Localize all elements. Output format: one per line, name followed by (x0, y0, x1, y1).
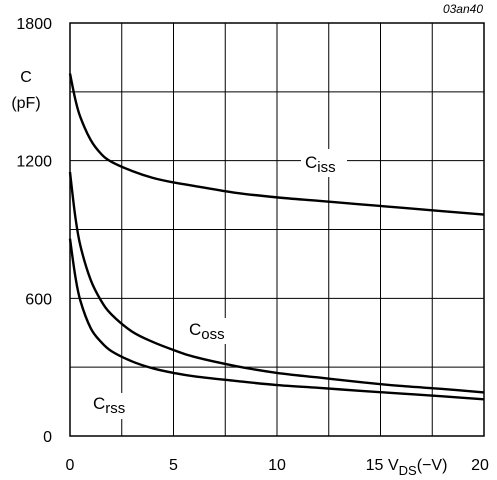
x-axis-label-suffix: (−V) (417, 457, 448, 474)
y-tick-label: 600 (25, 291, 52, 308)
crss-label-main: C (93, 394, 105, 413)
crss-label: Crss (93, 394, 125, 417)
y-axis-label-symbol: C (20, 69, 32, 86)
y-axis-label-unit: (pF) (11, 95, 40, 112)
x-axis-label-prefix: V (388, 457, 399, 474)
coss-label-bg (186, 318, 248, 344)
coss-curve (68, 171, 485, 394)
tick-labels: 0 5 10 15 20 0 600 1200 1800 (16, 16, 489, 474)
ciss-label-bg (301, 149, 347, 177)
x-axis-label-sub: DS (399, 463, 417, 478)
y-tick-label: 0 (43, 429, 52, 446)
crss-label-bg (90, 393, 138, 419)
y-tick-label: 1200 (16, 154, 52, 171)
x-tick-label: 20 (471, 457, 489, 474)
crss-curve (68, 238, 485, 401)
y-tick-label: 1800 (16, 16, 52, 33)
curves (68, 73, 485, 401)
crss-label-sub: rss (105, 400, 125, 417)
x-tick-label: 15 (366, 457, 384, 474)
ciss-label-main: C (305, 153, 317, 172)
ciss-label: Ciss (305, 153, 336, 176)
ciss-curve (68, 73, 485, 216)
coss-label-main: C (189, 320, 201, 339)
x-tick-label: 5 (169, 457, 178, 474)
x-tick-label: 0 (66, 457, 75, 474)
figure-code: 03an40 (443, 2, 483, 16)
grid-lines (70, 23, 484, 436)
coss-label: Coss (189, 320, 225, 343)
coss-label-sub: oss (201, 326, 224, 343)
plot-frame (69, 22, 485, 437)
x-axis-label: VDS(−V) (388, 457, 447, 478)
ciss-label-sub: iss (317, 159, 335, 176)
x-tick-label: 10 (268, 457, 286, 474)
